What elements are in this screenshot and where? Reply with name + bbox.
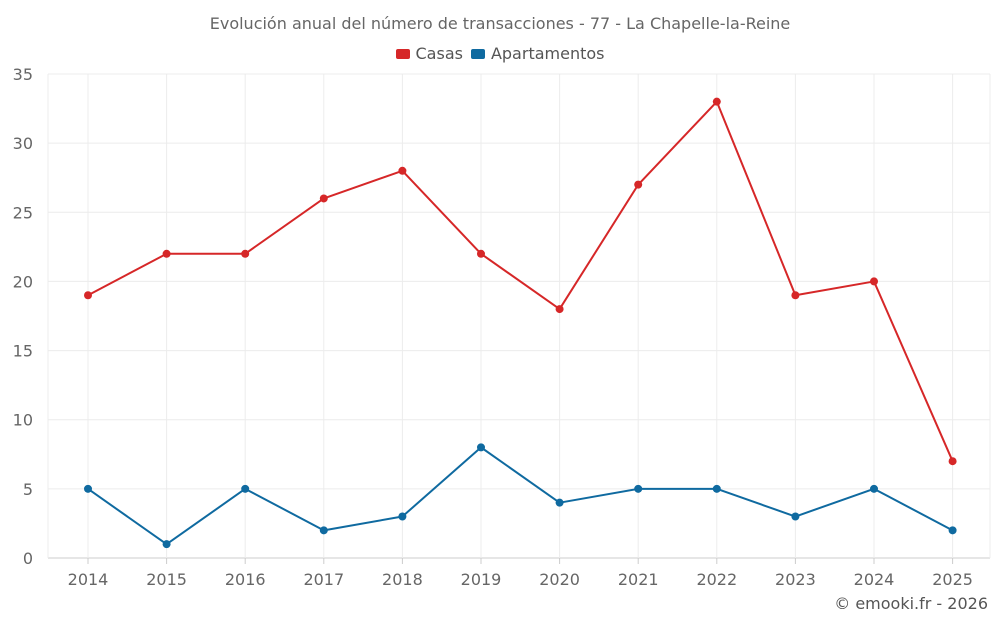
y-tick-label: 35 (13, 65, 33, 84)
data-point-apartamentos (634, 484, 643, 493)
x-tick-label: 2021 (618, 570, 659, 589)
data-point-casas (555, 305, 564, 314)
data-point-casas (241, 249, 250, 258)
series-line-casas (87, 100, 954, 462)
data-point-apartamentos (162, 540, 171, 549)
data-point-casas (791, 291, 800, 300)
y-tick-label: 10 (13, 411, 33, 430)
data-point-apartamentos (948, 526, 957, 535)
data-point-apartamentos (555, 498, 564, 507)
y-tick-label: 5 (23, 480, 33, 499)
credit-text: © emooki.fr - 2026 (834, 594, 988, 613)
legend-label-casas: Casas (415, 44, 463, 63)
y-tick-label: 20 (13, 272, 33, 291)
data-point-casas (948, 457, 957, 466)
data-point-apartamentos (319, 526, 328, 535)
data-point-casas (477, 249, 485, 258)
chart-legend: Casas Apartamentos (0, 44, 1000, 63)
chart-title: Evolución anual del número de transaccio… (209, 14, 791, 33)
data-point-casas (398, 166, 407, 175)
data-point-casas (712, 97, 721, 106)
x-tick-label: 2014 (68, 570, 109, 589)
data-point-apartamentos (84, 484, 92, 493)
data-point-apartamentos (477, 443, 485, 452)
x-tick-label: 2025 (932, 570, 973, 589)
y-tick-label: 0 (23, 549, 33, 568)
x-tick-label: 2023 (775, 570, 816, 589)
series-line-apartamentos (87, 446, 954, 546)
data-point-apartamentos (241, 484, 250, 493)
data-point-casas (162, 249, 171, 258)
y-tick-label: 30 (13, 134, 33, 153)
data-point-casas (319, 194, 328, 203)
x-tick-label: 2018 (382, 570, 423, 589)
x-tick-label: 2017 (303, 570, 344, 589)
data-point-apartamentos (870, 484, 878, 493)
data-point-casas (84, 291, 92, 300)
data-point-casas (870, 277, 878, 286)
legend-label-apartamentos: Apartamentos (490, 44, 605, 63)
data-point-apartamentos (712, 484, 721, 493)
x-tick-label: 2024 (854, 570, 895, 589)
legend-swatch-casas (395, 48, 410, 59)
x-tick-label: 2016 (225, 570, 266, 589)
y-tick-label: 25 (13, 203, 33, 222)
y-tick-label: 15 (13, 342, 33, 361)
x-tick-label: 2019 (461, 570, 502, 589)
data-point-apartamentos (791, 512, 800, 521)
legend-item-casas[interactable]: Casas (395, 44, 463, 63)
x-tick-label: 2020 (539, 570, 580, 589)
data-point-casas (634, 180, 643, 189)
x-tick-label: 2015 (146, 570, 187, 589)
x-tick-label: 2022 (696, 570, 737, 589)
data-point-apartamentos (398, 512, 407, 521)
legend-item-apartamentos[interactable]: Apartamentos (470, 44, 605, 63)
legend-swatch-apartamentos (470, 48, 485, 59)
